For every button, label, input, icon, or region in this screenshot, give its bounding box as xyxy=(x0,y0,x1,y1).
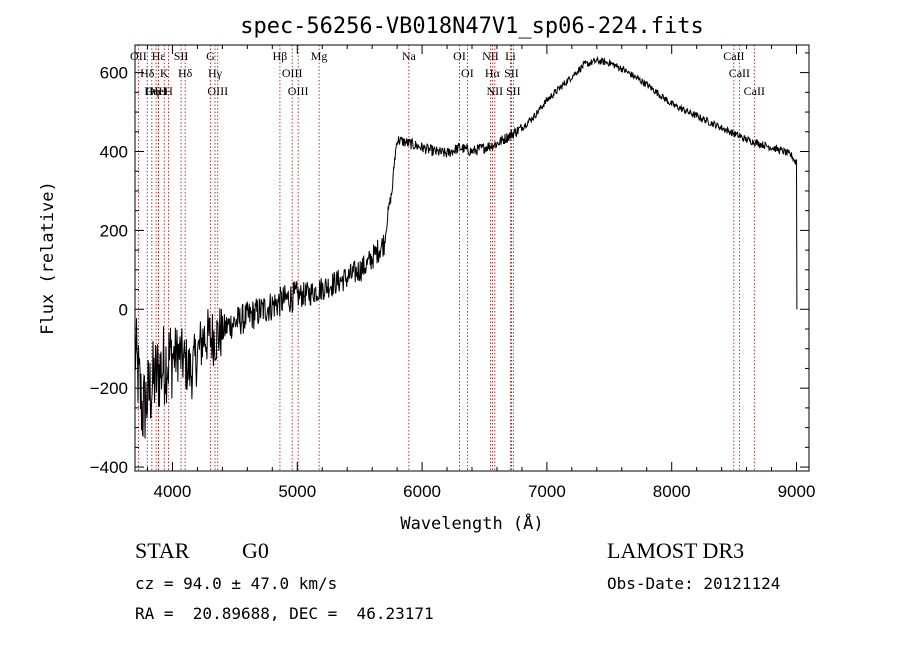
emission-line-label: Hε xyxy=(152,49,166,63)
y-tick-label: 400 xyxy=(100,143,128,162)
emission-line-label: OIII xyxy=(288,84,309,98)
spectrum-line xyxy=(134,55,798,439)
x-tick-label: 6000 xyxy=(403,482,441,501)
obs-date: Obs-Date: 20121124 xyxy=(607,574,781,593)
emission-line-label: G xyxy=(206,49,215,63)
x-tick-label: 5000 xyxy=(278,482,316,501)
emission-line-label: NII xyxy=(487,84,504,98)
emission-line-label: Hγ xyxy=(208,66,223,80)
plot-frame xyxy=(134,44,810,472)
emission-line-label: Hα xyxy=(485,66,501,80)
emission-line-label: OII xyxy=(130,49,147,63)
emission-line-label: CaII xyxy=(744,84,765,98)
y-tick-label: −200 xyxy=(90,379,128,398)
emission-line-label: OIII xyxy=(282,66,303,80)
emission-line-label: SII xyxy=(506,84,521,98)
emission-line-label: Li xyxy=(505,49,516,63)
x-tick-label: 8000 xyxy=(653,482,691,501)
emission-line-label: OIII xyxy=(146,84,167,98)
emission-line-label: Hδ xyxy=(140,66,155,80)
emission-line-label: Hη xyxy=(144,84,159,98)
y-tick-label: 600 xyxy=(100,64,128,83)
x-tick-label: 4000 xyxy=(154,482,192,501)
emission-line-label: Na xyxy=(402,49,417,63)
emission-line-label: OIII xyxy=(207,84,228,98)
emission-line-label: NII xyxy=(482,49,499,63)
y-tick-label: 200 xyxy=(100,221,128,240)
x-axis-label: Wavelength (Å) xyxy=(400,512,543,534)
x-tick-label: 9000 xyxy=(778,482,816,501)
emission-line-label: SII xyxy=(174,49,189,63)
emission-line-label: HeI xyxy=(150,84,168,98)
axes: 4000 5000 6000 7000 8000 9000 −400 −200 0 200 400 6… xyxy=(90,45,816,501)
redshift-readout: cz = 94.0 ± 47.0 km/s xyxy=(135,574,338,593)
chart-title: spec-56256-VB018N47V1_sp06-224.fits xyxy=(240,14,704,39)
emission-line-label: Hδ xyxy=(178,66,193,80)
emission-line-label: CaII xyxy=(729,66,750,80)
emission-line-label: SII xyxy=(504,66,519,80)
object-class: STAR xyxy=(135,538,190,563)
emission-line-label: K xyxy=(160,66,169,80)
emission-line-label: Hβ xyxy=(273,49,288,63)
survey-name: LAMOST DR3 xyxy=(607,538,745,563)
y-tick-label: −400 xyxy=(90,458,128,477)
coordinates: RA = 20.89688, DEC = 46.23171 xyxy=(135,604,434,623)
emission-line-labels: OIIHδHηOIIIHεHeIKHSIIHδGHγOIIIHβOIIIOIII… xyxy=(130,49,765,98)
object-subclass: G0 xyxy=(242,538,269,563)
y-axis-label: Flux (relative) xyxy=(38,181,58,335)
y-tick-label: 0 xyxy=(119,300,128,319)
emission-line-label: OI xyxy=(461,66,474,80)
x-tick-label: 7000 xyxy=(528,482,566,501)
emission-line-label: OI xyxy=(453,49,466,63)
emission-line-label: CaII xyxy=(723,49,744,63)
emission-line-label: Mg xyxy=(311,49,328,63)
emission-line-label: H xyxy=(164,84,173,98)
emission-lines xyxy=(137,45,755,471)
